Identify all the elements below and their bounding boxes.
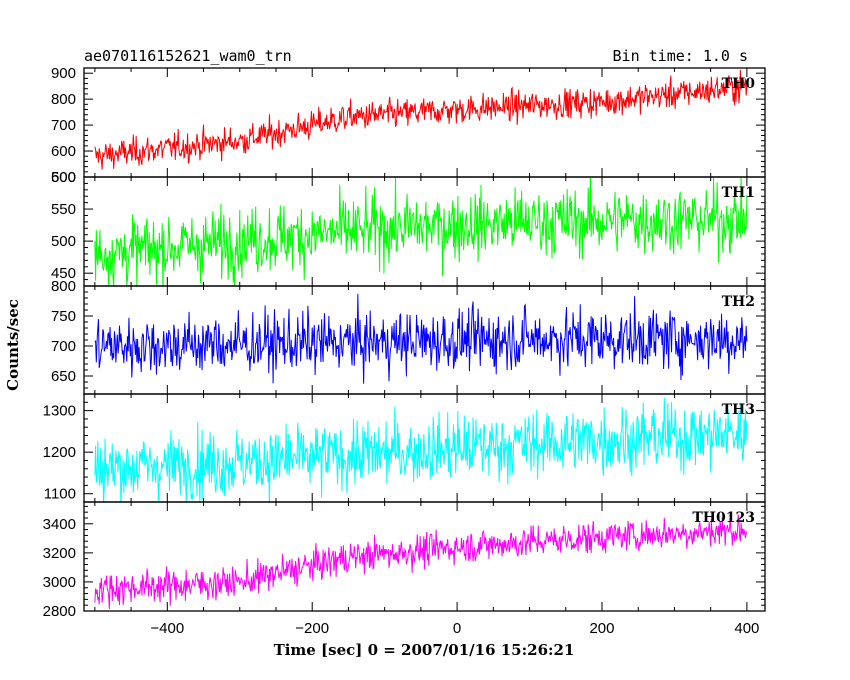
panel-label-th2: TH2 <box>722 294 755 310</box>
panel-frame <box>83 67 766 178</box>
y-tick-label: 750 <box>51 308 76 325</box>
x-tick-label: −400 <box>150 620 184 637</box>
panel-label-th0123: TH0123 <box>692 510 755 526</box>
y-tick-label: 800 <box>51 91 76 108</box>
panels-group: 500600700800900TH0450500550600TH16507007… <box>43 65 766 620</box>
y-tick-label: 650 <box>51 368 76 385</box>
y-tick-label: 1100 <box>44 486 76 503</box>
y-tick-label: 1300 <box>43 403 76 420</box>
y-tick-label: 3200 <box>43 545 76 562</box>
y-tick-label: 700 <box>51 117 76 134</box>
y-tick-label: 600 <box>51 169 76 186</box>
panel-label-th1: TH1 <box>722 185 755 201</box>
panel-label-th3: TH3 <box>722 402 755 418</box>
x-tick-label: 200 <box>589 620 614 637</box>
bin-time-label: Bin time: 1.0 s <box>613 47 748 65</box>
series-th2-line <box>94 293 748 384</box>
panel-th1: 450 500 550 600 TH1 <box>51 169 766 287</box>
y-tick-label: 900 <box>51 65 76 82</box>
series-th0-line <box>94 69 748 170</box>
series-th1-line <box>94 177 748 286</box>
y-tick-label: 500 <box>51 169 76 186</box>
y-tick-label: 700 <box>51 338 76 355</box>
panel-th2: 650 700 750 800 TH2 <box>51 278 766 395</box>
y-tick-label: 450 <box>51 265 76 282</box>
x-tick-label: 0 <box>453 620 461 637</box>
x-tick-label: −200 <box>295 620 329 637</box>
y-axis-label: Counts/sec <box>4 299 22 391</box>
x-tick-label: 400 <box>734 620 759 637</box>
y-tick-label: 600 <box>51 143 76 160</box>
x-axis-label: Time [sec] 0 = 2007/01/16 15:26:21 <box>274 641 575 659</box>
panel-label-th0: TH0 <box>722 76 756 92</box>
series-th0123-line <box>94 514 748 610</box>
y-tick-label: 1200 <box>43 444 76 461</box>
y-tick-label: 2800 <box>43 603 76 620</box>
y-tick-label: 3400 <box>43 516 76 533</box>
series-th3-line <box>94 397 748 502</box>
y-tick-label: 500 <box>51 233 76 250</box>
y-tick-label: 550 <box>51 201 76 218</box>
chart-title: ae070116152621_wam0_trn <box>84 47 292 65</box>
panel-th0123: 2800 3000 3200 3400 TH0123 <box>43 501 766 620</box>
y-tick-label: 3000 <box>43 574 76 591</box>
x-axis-ticks: −400 −200 0 200 400 <box>150 620 759 637</box>
panel-th3: 1100 1200 1300 TH3 <box>43 393 766 503</box>
y-tick-label: 800 <box>51 278 76 295</box>
panel-frame <box>83 501 766 612</box>
